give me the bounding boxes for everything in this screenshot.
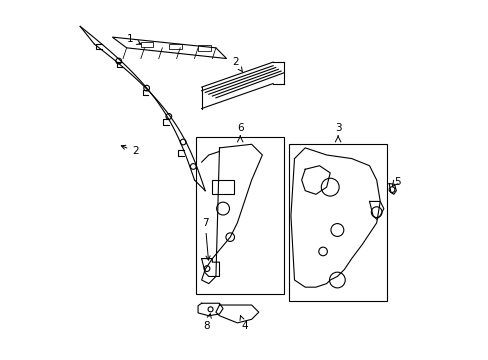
Bar bbox=[169, 44, 182, 49]
Bar bbox=[288, 144, 386, 301]
Text: 8: 8 bbox=[203, 314, 211, 332]
Text: 6: 6 bbox=[236, 123, 243, 133]
Text: 2: 2 bbox=[121, 145, 139, 157]
Polygon shape bbox=[112, 37, 226, 59]
Bar bbox=[198, 45, 210, 51]
Text: 4: 4 bbox=[240, 316, 247, 332]
Text: 7: 7 bbox=[202, 218, 210, 260]
Bar bbox=[141, 42, 153, 47]
Text: 2: 2 bbox=[232, 57, 242, 72]
Bar bbox=[196, 137, 283, 294]
Text: 3: 3 bbox=[334, 123, 341, 133]
Text: 1: 1 bbox=[126, 34, 141, 44]
Bar bbox=[212, 180, 233, 194]
Text: 5: 5 bbox=[393, 177, 400, 187]
